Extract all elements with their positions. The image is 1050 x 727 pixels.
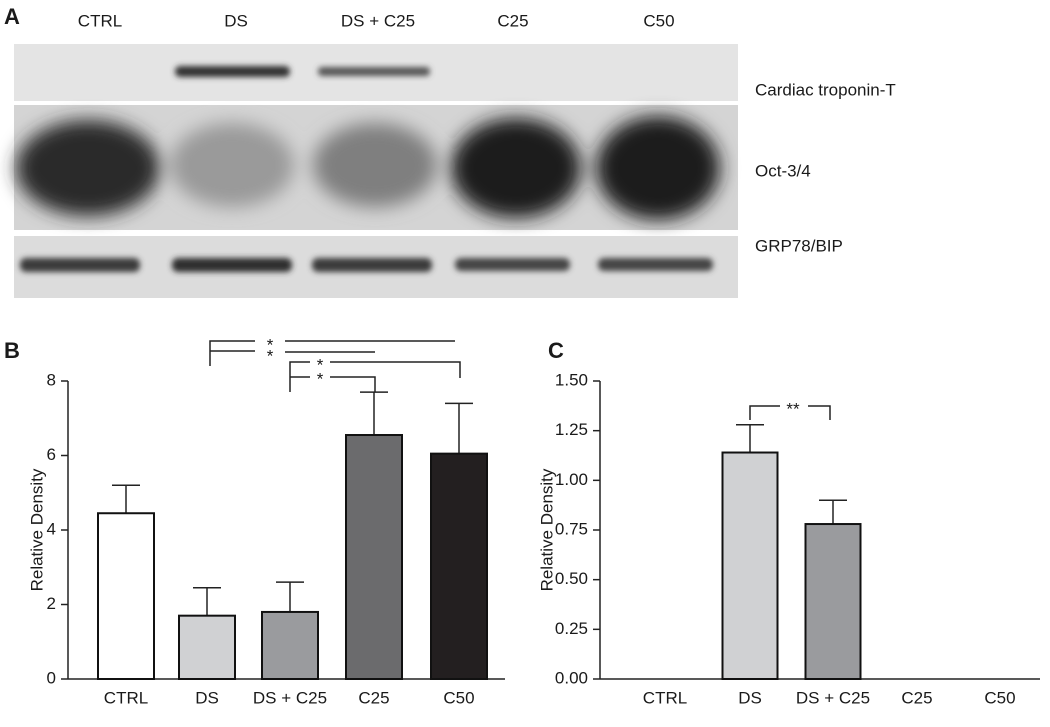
x-tick-label: CTRL bbox=[643, 688, 687, 707]
panel-letter: A bbox=[4, 4, 20, 29]
bar bbox=[178, 614, 236, 680]
bar bbox=[97, 512, 155, 680]
lane-label: C25 bbox=[497, 11, 528, 30]
y-tick-label: 6 bbox=[47, 445, 56, 464]
lane-label: CTRL bbox=[78, 11, 122, 30]
oct-bands bbox=[16, 116, 720, 220]
x-tick-label: DS bbox=[195, 688, 219, 707]
lane-label: C50 bbox=[643, 11, 674, 30]
significance-mark: * bbox=[317, 355, 324, 374]
x-tick-label: CTRL bbox=[104, 688, 148, 707]
y-axis-title: Relative Density bbox=[27, 468, 46, 591]
bar bbox=[261, 610, 319, 681]
bar bbox=[721, 451, 779, 680]
x-tick-label: DS + C25 bbox=[253, 688, 327, 707]
x-tick-label: C50 bbox=[443, 688, 474, 707]
western-blot: A bbox=[4, 4, 738, 298]
y-tick-label: 0.50 bbox=[555, 569, 588, 588]
band-label: Oct-3/4 bbox=[755, 161, 811, 180]
significance-mark: * bbox=[317, 369, 324, 388]
panel-letter: C bbox=[548, 338, 564, 363]
bar bbox=[804, 523, 862, 680]
lane-label: DS bbox=[224, 11, 248, 30]
y-axis-title: Relative Density bbox=[537, 468, 556, 591]
significance-mark: ** bbox=[786, 399, 800, 418]
band-label: GRP78/BIP bbox=[755, 236, 843, 255]
band bbox=[175, 66, 290, 77]
band-label: Cardiac troponin-T bbox=[755, 80, 896, 99]
band bbox=[318, 67, 430, 76]
x-tick-label: C50 bbox=[984, 688, 1015, 707]
lane-label: DS + C25 bbox=[341, 11, 415, 30]
x-tick-label: DS bbox=[738, 688, 762, 707]
x-tick-label: DS + C25 bbox=[796, 688, 870, 707]
y-tick-label: 8 bbox=[47, 370, 56, 389]
bar bbox=[430, 452, 488, 681]
x-tick-label: C25 bbox=[358, 688, 389, 707]
bar bbox=[345, 434, 403, 681]
y-tick-label: 4 bbox=[47, 519, 56, 538]
grp-bands bbox=[20, 258, 713, 272]
x-tick-label: C25 bbox=[901, 688, 932, 707]
y-tick-label: 0.25 bbox=[555, 619, 588, 638]
significance-mark: * bbox=[267, 346, 274, 365]
y-tick-label: 0 bbox=[47, 668, 56, 687]
y-tick-label: 0.00 bbox=[555, 668, 588, 687]
y-tick-label: 1.00 bbox=[555, 470, 588, 489]
y-tick-label: 1.50 bbox=[555, 370, 588, 389]
y-tick-label: 1.25 bbox=[555, 420, 588, 439]
y-tick-label: 0.75 bbox=[555, 519, 588, 538]
significance-brackets bbox=[209, 340, 831, 420]
significance-mark: * bbox=[267, 335, 274, 354]
panel-letter: B bbox=[4, 338, 20, 363]
y-tick-label: 2 bbox=[47, 594, 56, 613]
